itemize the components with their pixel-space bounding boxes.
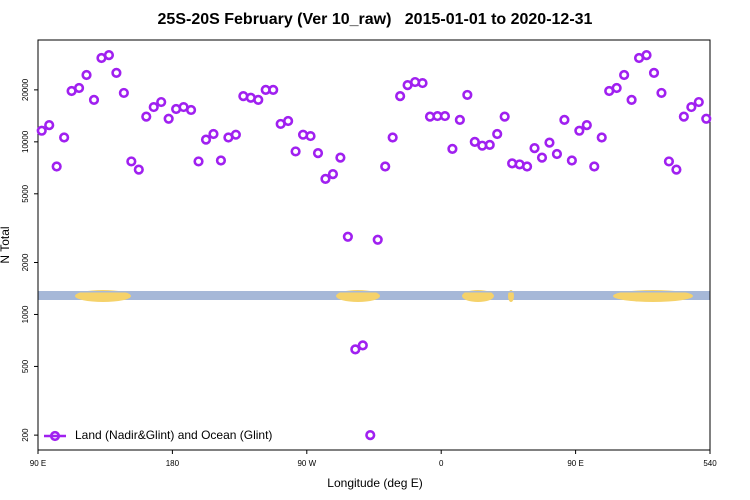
point: [312, 148, 324, 159]
point: [118, 87, 129, 99]
point: [81, 69, 92, 81]
point: [141, 111, 152, 122]
point: [320, 173, 331, 184]
point: [357, 340, 368, 351]
plot-frame: [37, 39, 711, 451]
point: [268, 84, 279, 95]
point: [544, 137, 555, 148]
point: [686, 101, 697, 113]
point: [44, 120, 55, 131]
point: [566, 155, 577, 166]
point: [327, 169, 339, 180]
point: [208, 128, 219, 140]
point: [589, 161, 600, 172]
chart-title: 25S-20S February (Ver 10_raw) 2015-01-01…: [158, 11, 593, 28]
point: [290, 146, 301, 157]
point: [678, 111, 689, 122]
point: [193, 156, 204, 167]
point: [305, 130, 316, 142]
point: [701, 113, 712, 124]
x-tick-label: 180: [166, 459, 180, 468]
point: [619, 69, 630, 81]
x-tick-label: 90 E: [30, 459, 46, 468]
point: [200, 134, 212, 145]
point: [454, 114, 465, 125]
y-tick-label: 10000: [21, 130, 30, 153]
x-tick-label: 0: [439, 459, 444, 468]
legend-label: Land (Nadir&Glint) and Ocean (Glint): [75, 428, 272, 442]
point: [529, 142, 540, 154]
point: [148, 101, 159, 113]
point: [656, 87, 667, 99]
point: [185, 104, 197, 116]
point: [447, 143, 458, 155]
point: [559, 114, 570, 125]
point: [626, 94, 637, 105]
y-tick-label: 1000: [21, 305, 30, 323]
point: [469, 136, 480, 147]
point: [521, 161, 533, 172]
point: [111, 67, 122, 78]
point: [103, 50, 115, 61]
x-tick-label: 540: [703, 459, 717, 468]
point: [551, 148, 563, 160]
x-tick-label: 90 E: [567, 459, 583, 468]
x-tick-label: 90 W: [297, 459, 316, 468]
point: [417, 77, 428, 89]
map-strip: [38, 290, 710, 302]
point: [365, 430, 376, 441]
point: [596, 132, 607, 143]
point: [395, 91, 406, 102]
point: [215, 155, 227, 166]
point: [36, 125, 47, 136]
point: [484, 139, 495, 150]
point: [230, 129, 241, 140]
point: [380, 161, 391, 172]
point: [372, 234, 383, 245]
point: [536, 152, 548, 163]
point: [126, 156, 137, 167]
point: [253, 94, 264, 105]
point: [663, 156, 675, 167]
point: [163, 113, 174, 124]
y-axis-label: N Total: [0, 226, 12, 263]
point: [499, 111, 510, 122]
y-tick-label: 2000: [21, 253, 30, 271]
point: [581, 120, 592, 131]
point: [133, 164, 144, 175]
point: [492, 128, 503, 140]
point: [156, 96, 167, 108]
point: [88, 94, 100, 105]
y-tick-label: 200: [21, 428, 30, 442]
point: [671, 164, 682, 175]
point: [641, 50, 652, 61]
legend-swatch-marker: [49, 430, 61, 442]
y-tick-label: 5000: [21, 184, 30, 202]
point: [59, 132, 70, 143]
y-tick-label: 500: [21, 359, 30, 373]
point: [350, 344, 361, 355]
point: [648, 67, 660, 78]
point: [335, 152, 346, 163]
point: [611, 82, 622, 94]
point: [462, 89, 473, 101]
x-axis-label: Longitude (deg E): [327, 476, 422, 490]
point: [693, 96, 704, 108]
point: [51, 161, 62, 172]
point: [283, 115, 294, 127]
point: [387, 132, 398, 143]
point: [342, 231, 353, 242]
point: [439, 110, 451, 122]
point: [73, 82, 85, 94]
y-tick-label: 20000: [21, 78, 30, 101]
point: [574, 125, 585, 136]
